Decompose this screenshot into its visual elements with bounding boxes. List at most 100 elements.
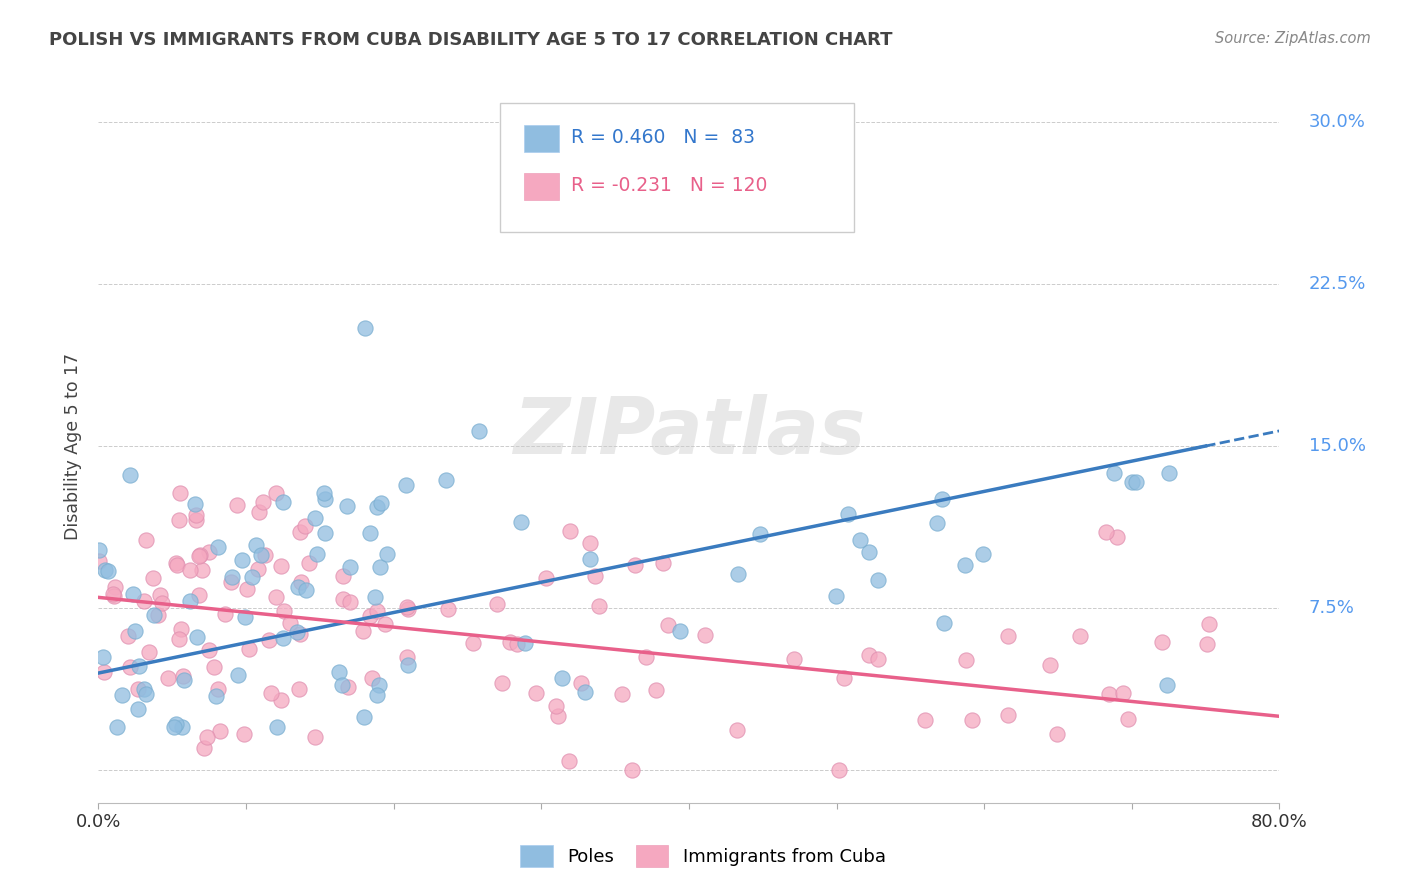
Point (91, 650, 114, 665)
Point (858, 544, 880, 558)
Point (167, 632, 190, 646)
FancyBboxPatch shape (523, 125, 560, 152)
Point (955, 653, 977, 667)
Text: 30.0%: 30.0% (1309, 112, 1365, 130)
Text: R = 0.460   N =  83: R = 0.460 N = 83 (571, 128, 755, 147)
Point (931, 491, 953, 506)
Point (184, 513, 207, 527)
Point (1038, 658, 1060, 673)
Point (510, 516, 533, 530)
Point (868, 651, 890, 665)
Point (132, 682, 155, 697)
Text: R = -0.231   N = 120: R = -0.231 N = 120 (571, 176, 768, 195)
Point (366, 688, 388, 702)
Point (233, 610, 256, 624)
Point (834, 671, 856, 685)
Point (569, 676, 592, 690)
FancyBboxPatch shape (501, 103, 855, 232)
Point (169, 486, 191, 500)
Point (997, 629, 1019, 643)
Point (558, 524, 581, 538)
Point (858, 648, 880, 662)
Point (491, 675, 513, 690)
Point (288, 525, 311, 540)
Point (118, 660, 141, 674)
Point (547, 708, 569, 723)
Point (89, 554, 111, 568)
Point (925, 516, 948, 531)
Point (359, 609, 381, 624)
Point (250, 548, 273, 562)
Point (336, 681, 359, 695)
Point (434, 473, 457, 487)
Point (1195, 637, 1218, 651)
Point (1097, 687, 1119, 701)
Point (748, 527, 770, 541)
Point (132, 594, 155, 608)
Point (172, 669, 194, 683)
Point (353, 709, 375, 723)
Point (135, 687, 157, 701)
Point (287, 580, 309, 594)
Point (725, 723, 748, 737)
Point (828, 764, 851, 778)
Point (270, 559, 292, 574)
Point (330, 678, 353, 692)
Point (360, 671, 382, 685)
Point (498, 634, 520, 648)
Point (278, 615, 301, 630)
Point (191, 563, 214, 577)
Point (314, 491, 336, 506)
Point (366, 500, 388, 514)
Point (266, 720, 288, 734)
Point (579, 552, 602, 566)
Point (246, 562, 269, 576)
Point (1046, 727, 1069, 741)
Point (169, 513, 191, 527)
Point (305, 547, 328, 561)
Point (142, 571, 165, 585)
Point (165, 716, 187, 731)
Point (221, 575, 243, 590)
Point (370, 496, 392, 510)
Point (1069, 629, 1091, 643)
Point (1121, 475, 1143, 489)
Point (634, 649, 657, 664)
Point (395, 478, 418, 492)
Point (336, 499, 359, 513)
Point (127, 701, 149, 715)
Point (837, 507, 859, 521)
Point (247, 505, 270, 519)
Point (101, 587, 124, 601)
Point (179, 594, 201, 608)
Point (960, 713, 983, 727)
Point (352, 624, 374, 639)
Point (245, 538, 267, 552)
Point (111, 689, 134, 703)
Point (645, 683, 668, 698)
Point (506, 637, 529, 651)
Point (117, 629, 139, 643)
Point (221, 570, 243, 584)
Point (825, 589, 848, 603)
Point (124, 624, 146, 639)
Point (651, 556, 673, 570)
Point (551, 671, 574, 685)
Point (339, 559, 361, 574)
Point (588, 599, 610, 614)
Point (314, 486, 336, 500)
Point (238, 642, 260, 657)
Point (233, 727, 256, 741)
Point (188, 548, 211, 562)
Text: 7.5%: 7.5% (1309, 599, 1355, 617)
Point (485, 597, 508, 611)
Point (1104, 466, 1126, 480)
Point (536, 571, 558, 585)
Point (184, 496, 207, 510)
Point (437, 602, 460, 616)
Point (148, 588, 170, 602)
FancyBboxPatch shape (523, 173, 560, 200)
Text: Source: ZipAtlas.com: Source: ZipAtlas.com (1215, 31, 1371, 46)
Point (339, 595, 361, 609)
Point (579, 536, 602, 550)
